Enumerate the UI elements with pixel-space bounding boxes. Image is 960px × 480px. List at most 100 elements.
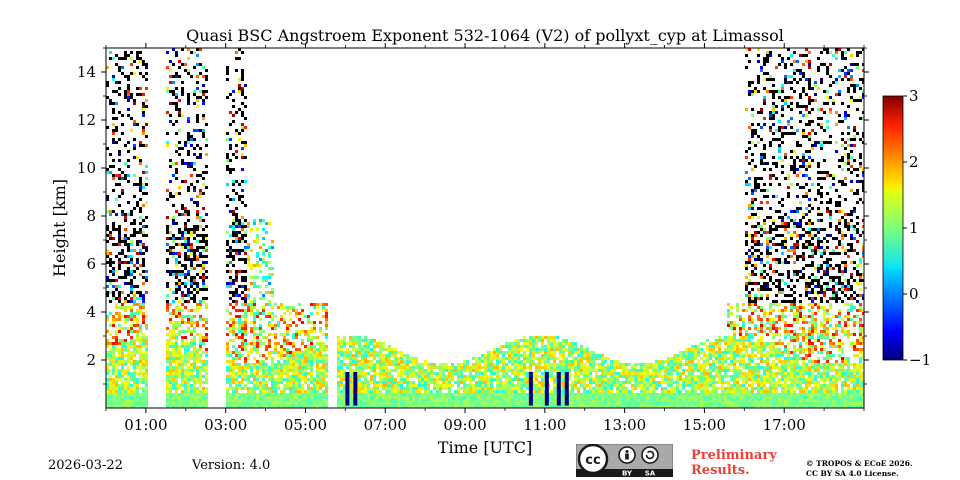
- heatmap-cell: [499, 396, 502, 399]
- heatmap-cell: [139, 381, 142, 384]
- heatmap-cell: [241, 237, 244, 240]
- heatmap-cell: [253, 348, 256, 351]
- heatmap-cell: [481, 360, 484, 363]
- heatmap-cell: [244, 204, 247, 207]
- heatmap-cell: [493, 372, 496, 375]
- heatmap-cell: [709, 390, 712, 393]
- heatmap-cell: [292, 369, 295, 372]
- heatmap-cell: [487, 378, 490, 381]
- heatmap-cell: [199, 339, 202, 342]
- heatmap-cell: [367, 342, 370, 345]
- heatmap-cell: [316, 381, 319, 384]
- heatmap-cell: [112, 402, 115, 405]
- heatmap-cell: [433, 372, 436, 375]
- heatmap-cell: [346, 405, 349, 408]
- heatmap-cell: [130, 270, 133, 273]
- heatmap-cell: [322, 366, 325, 369]
- heatmap-cell: [184, 222, 187, 225]
- heatmap-cell: [646, 405, 649, 408]
- heatmap-cell: [655, 387, 658, 390]
- heatmap-cell: [256, 276, 259, 279]
- heatmap-cell: [709, 366, 712, 369]
- heatmap-cell: [733, 348, 736, 351]
- heatmap-cell: [358, 393, 361, 396]
- heatmap-cell: [568, 399, 571, 402]
- heatmap-cell: [733, 351, 736, 354]
- heatmap-cell: [115, 297, 118, 300]
- heatmap-cell: [142, 60, 145, 63]
- heatmap-cell: [172, 195, 175, 198]
- heatmap-cell: [322, 360, 325, 363]
- heatmap-cell: [196, 258, 199, 261]
- heatmap-cell: [553, 387, 556, 390]
- heatmap-cell: [181, 375, 184, 378]
- heatmap-cell: [232, 249, 235, 252]
- heatmap-cell: [589, 369, 592, 372]
- heatmap-cell: [460, 402, 463, 405]
- heatmap-cell: [466, 396, 469, 399]
- heatmap-cell: [673, 396, 676, 399]
- heatmap-cell: [535, 405, 538, 408]
- heatmap-cell: [319, 303, 322, 306]
- heatmap-cell: [142, 399, 145, 402]
- heatmap-cell: [274, 396, 277, 399]
- heatmap-cell: [403, 405, 406, 408]
- heatmap-cell: [292, 384, 295, 387]
- heatmap-cell: [274, 327, 277, 330]
- heatmap-cell: [190, 258, 193, 261]
- heatmap-cell: [388, 402, 391, 405]
- heatmap-cell: [226, 285, 229, 288]
- heatmap-cell: [130, 339, 133, 342]
- heatmap-cell: [607, 387, 610, 390]
- heatmap-cell: [112, 336, 115, 339]
- heatmap-cell: [109, 279, 112, 282]
- heatmap-cell: [403, 366, 406, 369]
- heatmap-cell: [313, 384, 316, 387]
- heatmap-cell: [445, 363, 448, 366]
- heatmap-cell: [415, 363, 418, 366]
- heatmap-cell: [376, 399, 379, 402]
- heatmap-cell: [304, 393, 307, 396]
- heatmap-cell: [133, 99, 136, 102]
- heatmap-cell: [646, 390, 649, 393]
- heatmap-cell: [712, 399, 715, 402]
- heatmap-cell: [307, 333, 310, 336]
- heatmap-cell: [688, 396, 691, 399]
- heatmap-cell: [325, 315, 328, 318]
- heatmap-cell: [586, 360, 589, 363]
- heatmap-cell: [370, 339, 373, 342]
- heatmap-cell: [295, 309, 298, 312]
- heatmap-cell: [262, 399, 265, 402]
- heatmap-cell: [718, 363, 721, 366]
- heatmap-cell: [601, 405, 604, 408]
- heatmap-cell: [139, 369, 142, 372]
- heatmap-cell: [124, 216, 127, 219]
- heatmap-cell: [712, 384, 715, 387]
- heatmap-cell: [139, 405, 142, 408]
- heatmap-cell: [532, 387, 535, 390]
- heatmap-cell: [499, 387, 502, 390]
- heatmap-cell: [139, 162, 142, 165]
- heatmap-cell: [733, 336, 736, 339]
- heatmap-cell: [412, 360, 415, 363]
- heatmap-cell: [646, 369, 649, 372]
- heatmap-cell: [187, 228, 190, 231]
- heatmap-cell: [517, 342, 520, 345]
- heatmap-cell: [631, 405, 634, 408]
- heatmap-cell: [358, 372, 361, 375]
- heatmap-cell: [265, 375, 268, 378]
- heatmap-cell: [184, 246, 187, 249]
- heatmap-cell: [142, 390, 145, 393]
- heatmap-cell: [313, 351, 316, 354]
- heatmap-cell: [424, 405, 427, 408]
- heatmap-cell: [709, 384, 712, 387]
- heatmap-cell: [184, 375, 187, 378]
- heatmap-cell: [508, 360, 511, 363]
- heatmap-cell: [667, 402, 670, 405]
- heatmap-cell: [142, 264, 145, 267]
- heatmap-cell: [409, 393, 412, 396]
- heatmap-cell: [133, 351, 136, 354]
- heatmap-cell: [136, 402, 139, 405]
- heatmap-cell: [508, 396, 511, 399]
- heatmap-cell: [688, 369, 691, 372]
